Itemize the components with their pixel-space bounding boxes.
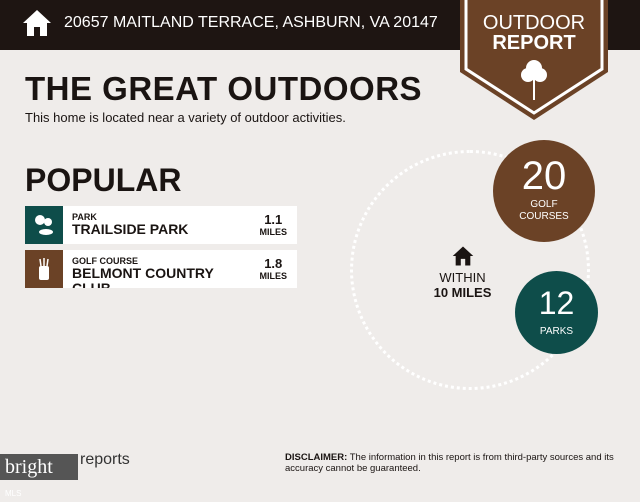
disclaimer: DISCLAIMER: The information in this repo… — [285, 452, 625, 474]
outdoor-report-badge: OUTDOOR REPORT — [460, 0, 608, 127]
item-name: BELMONT COUNTRY CLUB — [72, 265, 214, 289]
golf-courses-stat: 20 GOLF COURSES — [493, 140, 595, 242]
badge-line1: OUTDOOR — [482, 12, 586, 34]
list-item[interactable]: PARK TRAILSIDE PARK 1.1 MILES — [25, 206, 297, 244]
bright-mls-logo: bright MLS — [0, 454, 78, 498]
badge-line2: REPORT — [492, 32, 576, 54]
golf-label-2: COURSES — [519, 211, 569, 222]
item-unit: MILES — [259, 271, 287, 281]
park-icon — [25, 206, 63, 244]
reports-logo-text: reports — [80, 451, 130, 468]
disclaimer-text: The information in this report is from t… — [285, 452, 614, 474]
page-title: THE GREAT OUTDOORS — [25, 70, 423, 107]
golf-count: 20 — [521, 154, 567, 198]
within-text: WITHIN — [439, 270, 486, 285]
brand-suffix: MLS — [5, 489, 22, 498]
parks-stat: 12 PARKS — [515, 271, 598, 354]
disclaimer-label: DISCLAIMER: — [285, 452, 348, 463]
item-unit: MILES — [259, 227, 287, 237]
item-distance: 1.1 — [264, 212, 283, 227]
house-icon — [452, 246, 473, 266]
item-name: TRAILSIDE PARK — [72, 221, 189, 237]
brand-text: bright — [5, 456, 53, 478]
tree-icon — [521, 60, 547, 100]
parks-count: 12 — [538, 285, 575, 321]
popular-heading: POPULAR — [25, 162, 182, 198]
item-category: PARK — [72, 212, 97, 222]
subtitle: This home is located near a variety of o… — [25, 110, 346, 125]
list-item[interactable]: GOLF COURSE BELMONT COUNTRY CLUB 1.8 MILE… — [25, 250, 297, 288]
golf-bag-icon — [25, 250, 63, 288]
radius-ring — [350, 150, 590, 390]
parks-label: PARKS — [539, 326, 574, 337]
item-category: GOLF COURSE — [72, 256, 139, 266]
radius-text: 10 MILES — [433, 285, 492, 300]
golf-label: GOLF — [530, 199, 558, 210]
item-distance: 1.8 — [264, 256, 283, 271]
radius-label: WITHIN 10 MILES — [420, 245, 505, 300]
house-icon — [23, 10, 51, 36]
address: 20657 MAITLAND TERRACE, ASHBURN, VA 2014… — [64, 14, 438, 31]
